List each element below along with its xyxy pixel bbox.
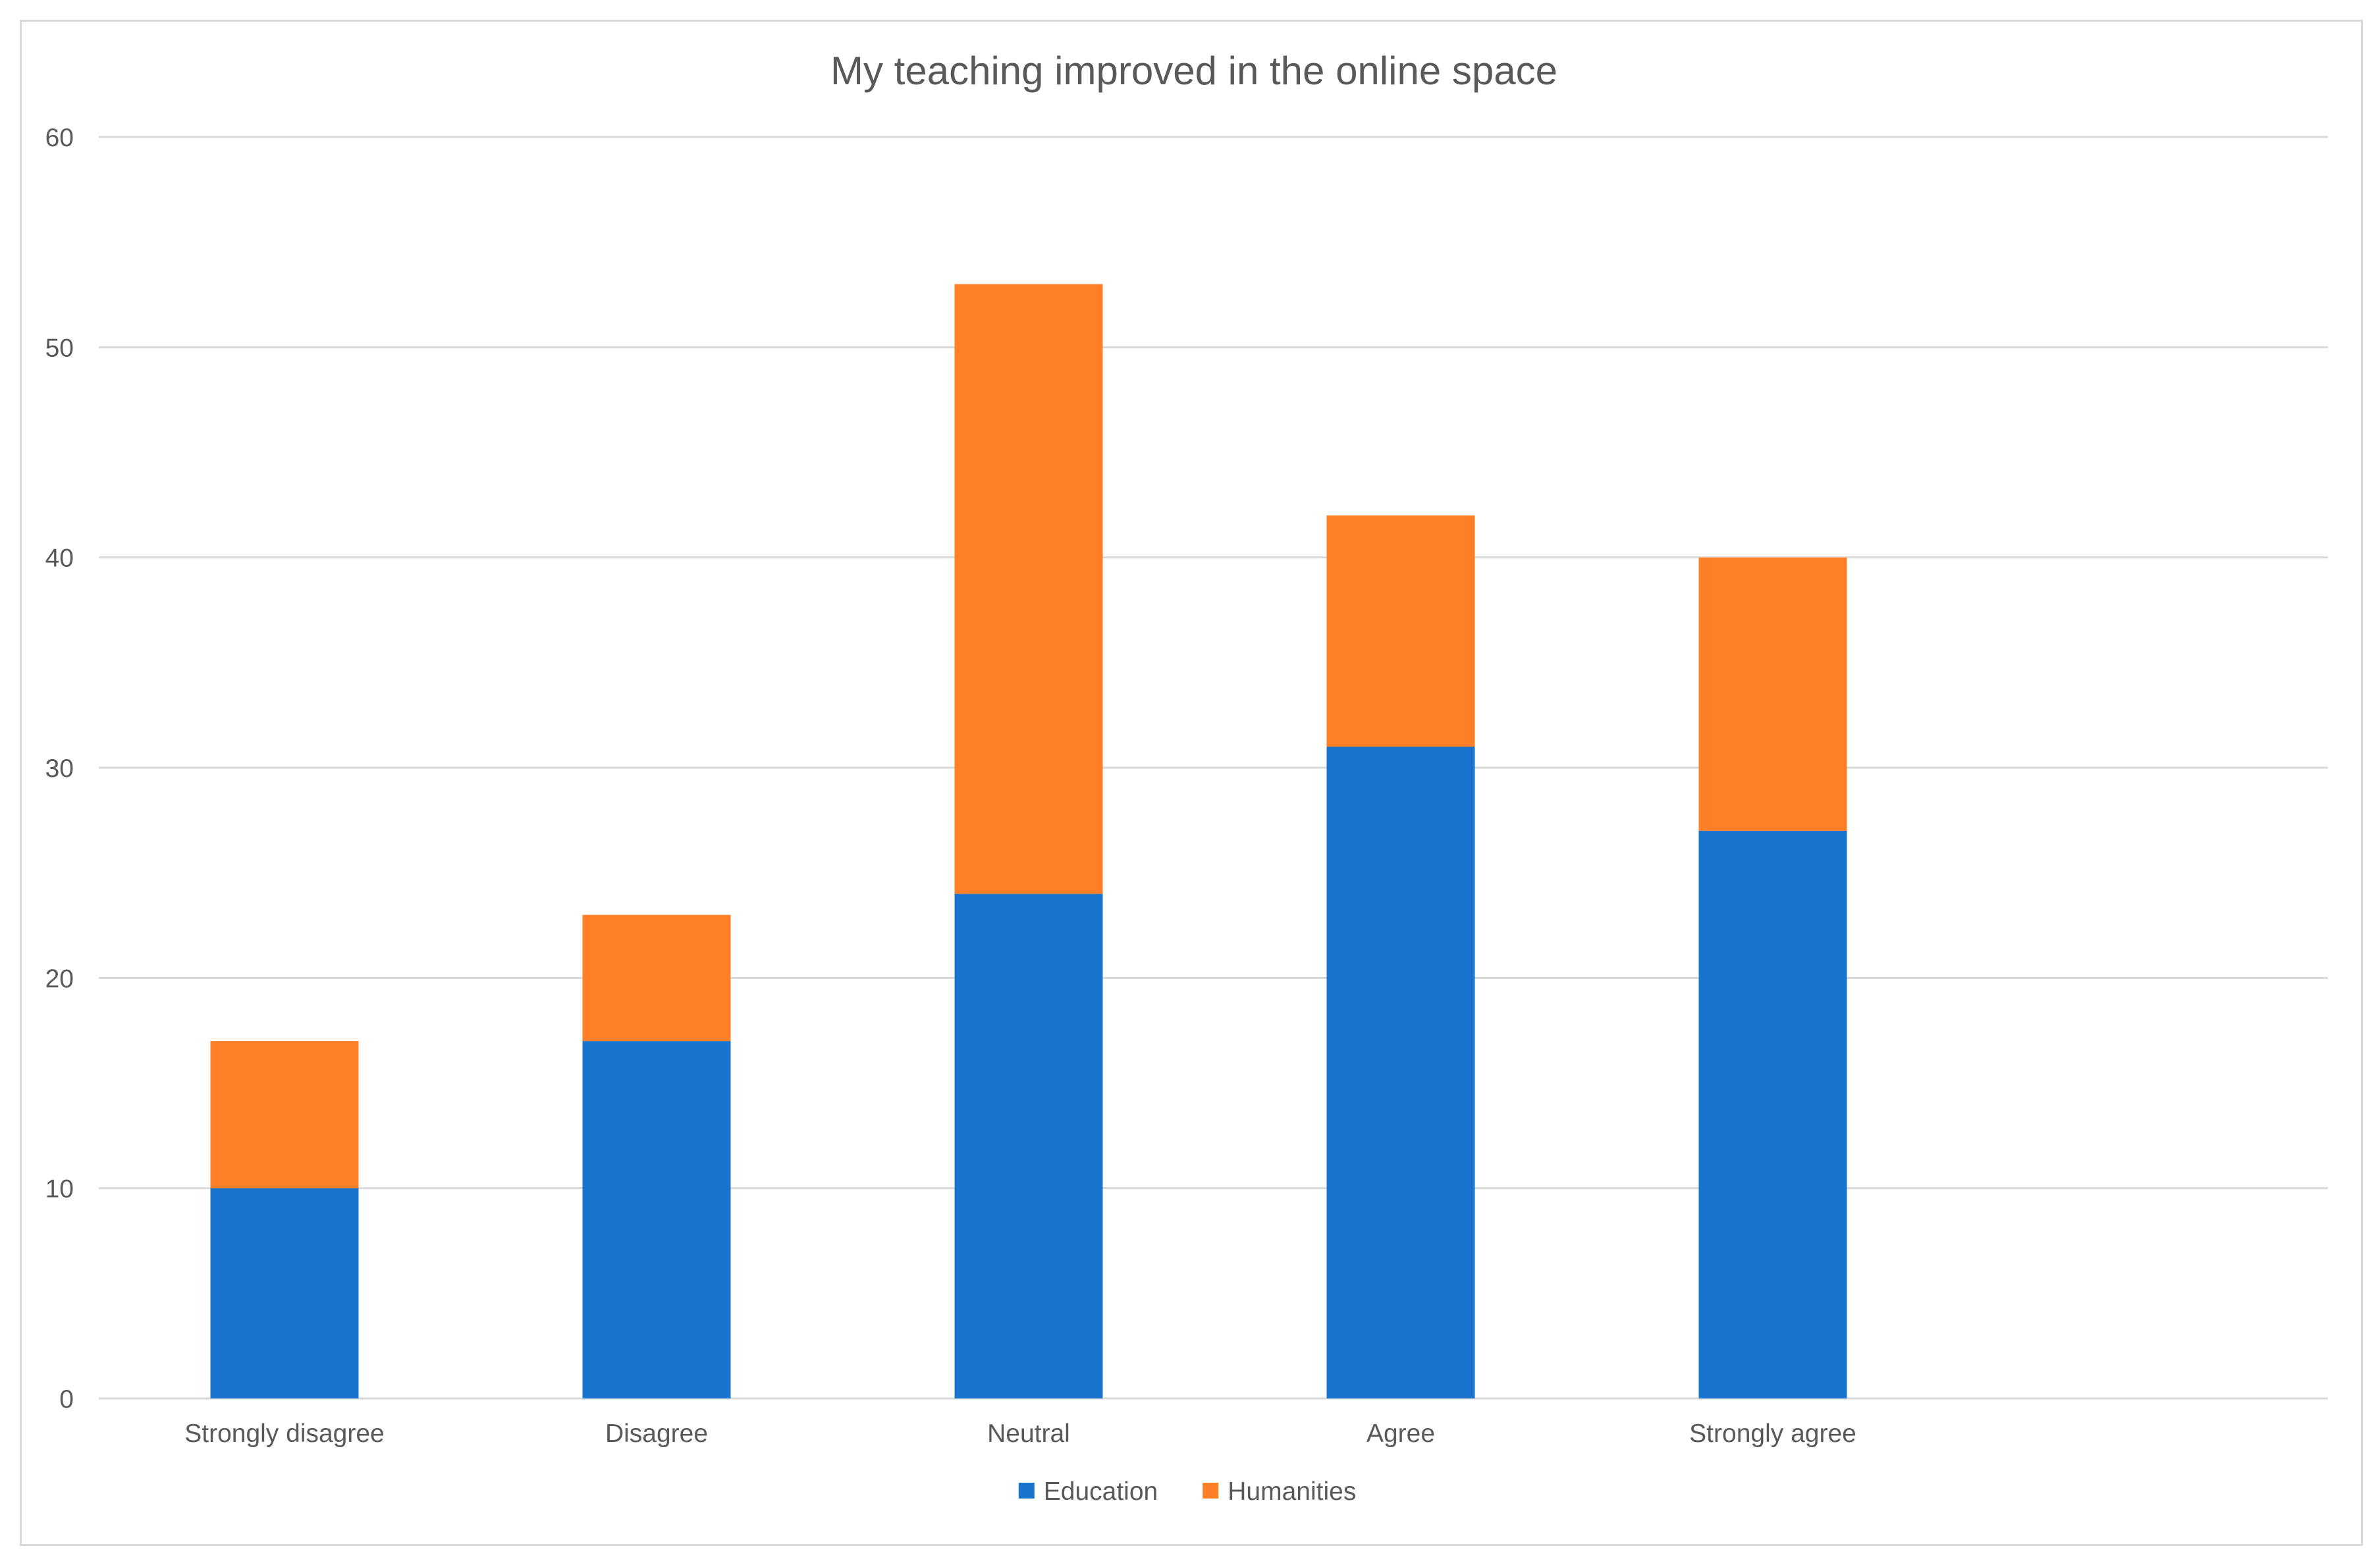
gridlines <box>99 136 2328 1400</box>
x-tick-label: Strongly disagree <box>184 1420 385 1448</box>
y-tick-label: 60 <box>45 124 74 152</box>
bar-education-disagree <box>582 1041 731 1398</box>
bar-education-agree <box>1326 747 1475 1398</box>
bar-humanities-disagree <box>582 915 731 1042</box>
x-tick-label: Neutral <box>987 1420 1070 1448</box>
bar-education-strongly-agree <box>1698 830 1847 1398</box>
legend-swatch-education <box>1018 1483 1035 1499</box>
bar-humanities-neutral <box>954 284 1103 894</box>
y-tick-label: 50 <box>45 334 74 362</box>
x-tick-label: Strongly agree <box>1689 1420 1856 1448</box>
y-tick-label: 30 <box>45 755 74 783</box>
legend: Education Humanities <box>1018 1477 1356 1506</box>
y-tick-label: 0 <box>59 1385 74 1414</box>
bar-humanities-strongly-agree <box>1698 557 1847 831</box>
x-tick-label: Agree <box>1366 1420 1435 1448</box>
legend-label-education: Education <box>1044 1477 1158 1506</box>
chart-title: My teaching improved in the online space <box>830 49 1557 93</box>
y-axis-tick-labels: 0 10 20 30 40 50 60 <box>45 124 74 1414</box>
bar-education-neutral <box>954 893 1103 1398</box>
bar-humanities-agree <box>1326 515 1475 747</box>
bar-humanities-strongly-disagree <box>210 1041 359 1188</box>
chart-frame <box>20 20 2363 1546</box>
legend-label-humanities: Humanities <box>1228 1477 1356 1506</box>
bar-education-strongly-disagree <box>210 1188 359 1398</box>
y-tick-label: 20 <box>45 965 74 993</box>
y-tick-label: 40 <box>45 544 74 573</box>
x-axis-tick-labels: Strongly disagree Disagree Neutral Agree Str… <box>184 1420 1856 1448</box>
x-tick-label: Disagree <box>605 1420 708 1448</box>
bars <box>210 284 1847 1398</box>
legend-swatch-humanities <box>1203 1483 1219 1499</box>
y-tick-label: 10 <box>45 1175 74 1204</box>
